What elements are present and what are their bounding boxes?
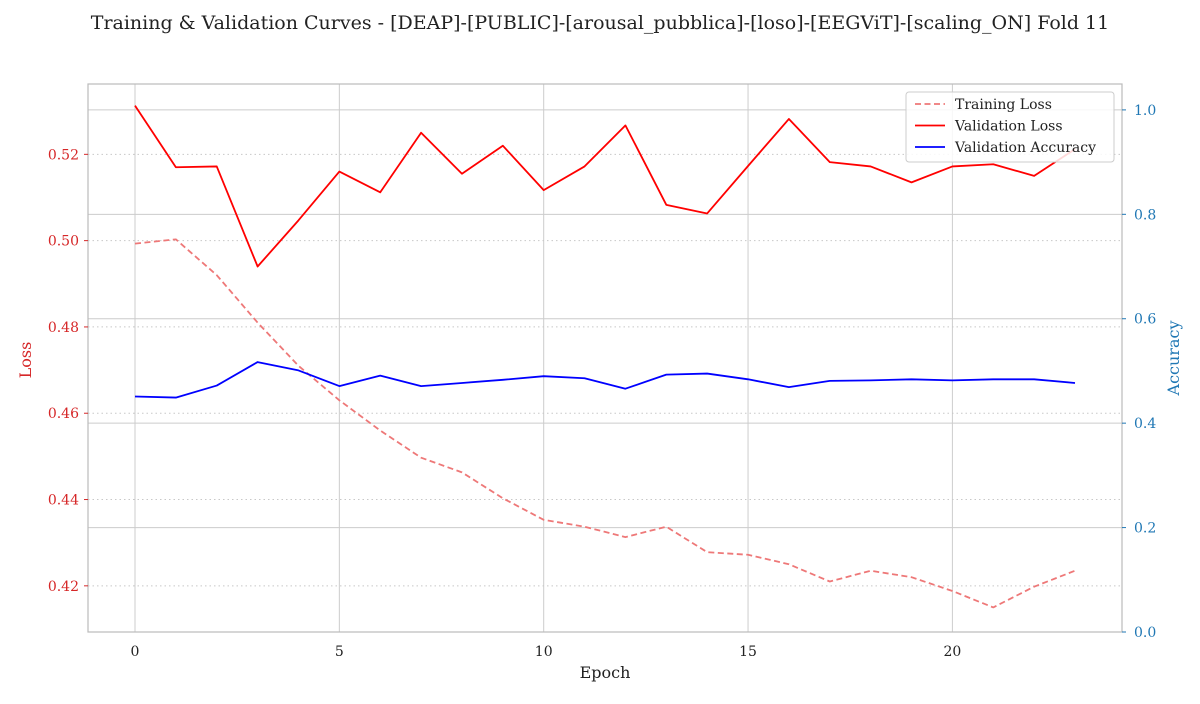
right-y-tick-label: 0.2 <box>1134 521 1156 537</box>
left-y-tick-label: 0.48 <box>48 320 79 336</box>
tick-labels: 0 5 10 15 20 0.42 0.44 0.46 0.48 0.50 0.52 0.0 0.2 0.… <box>48 103 1157 660</box>
right-y-tick-label: 1.0 <box>1134 103 1156 119</box>
legend: Training Loss Validation Loss Validation A… <box>905 91 1115 163</box>
x-tick-label: 20 <box>943 644 961 660</box>
right-y-tick-label: 0.4 <box>1134 416 1156 432</box>
x-tick-label: 5 <box>335 644 344 660</box>
validation-accuracy-line <box>134 361 1076 399</box>
training-loss-line <box>134 238 1076 609</box>
legend-label-validation-loss: Validation Loss <box>954 119 1063 135</box>
left-y-tick-label: 0.46 <box>48 406 79 422</box>
left-axis-label: Loss <box>16 342 35 379</box>
legend-label-validation-accuracy: Validation Accuracy <box>954 140 1096 156</box>
chart-title: Training & Validation Curves - [DEAP]-[P… <box>91 12 1109 34</box>
left-y-tick-label: 0.44 <box>48 493 79 509</box>
x-axis-label: Epoch <box>580 663 631 682</box>
x-tick-label: 0 <box>131 644 140 660</box>
legend-label-training-loss: Training Loss <box>955 97 1052 113</box>
right-y-tick-label: 0.0 <box>1134 625 1156 641</box>
plot-frame <box>87 83 1123 633</box>
legend-box <box>905 91 1115 163</box>
series-lines <box>134 105 1076 609</box>
left-y-tick-label: 0.52 <box>48 147 79 163</box>
right-y-tick-label: 0.8 <box>1134 207 1156 223</box>
right-axis-label: Accuracy <box>1164 321 1183 397</box>
x-tick-label: 10 <box>535 644 553 660</box>
x-tick-label: 15 <box>739 644 757 660</box>
left-y-tick-label: 0.42 <box>48 579 79 595</box>
right-y-tick-label: 0.6 <box>1134 312 1156 328</box>
validation-loss-line <box>134 105 1076 268</box>
left-y-tick-label: 0.50 <box>48 234 79 250</box>
